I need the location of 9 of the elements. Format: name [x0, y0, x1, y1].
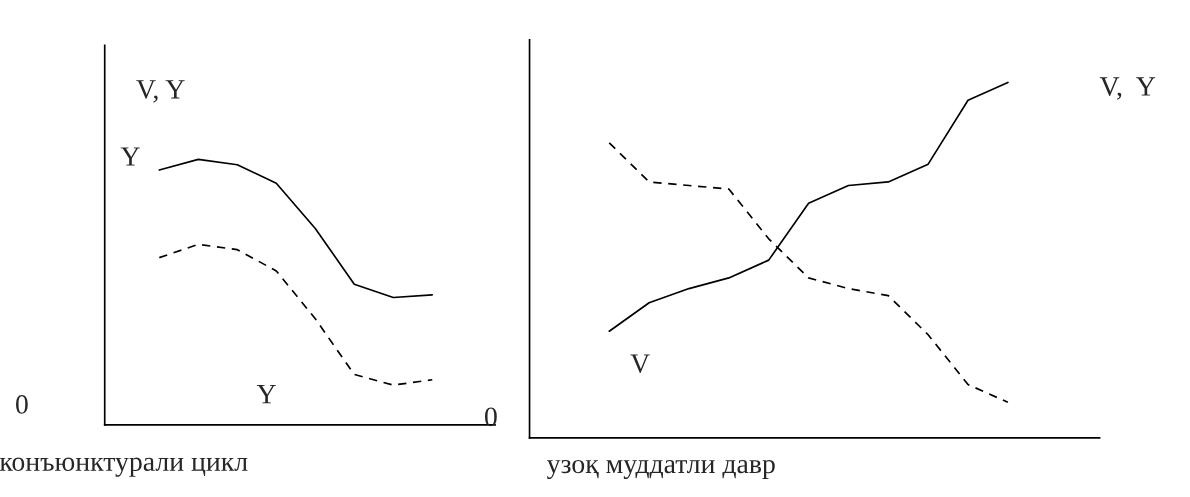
x-axis-title: конъюнктурали цикл — [0, 457, 248, 477]
text: 0 — [16, 395, 28, 414]
x-axis-title: узоқ муддатли давр — [546, 459, 775, 479]
y-axis-title: V, Y — [136, 80, 185, 103]
text: 0 — [485, 407, 497, 427]
text: Y — [256, 385, 276, 404]
series-label: Y — [120, 147, 140, 166]
y-axis-title: V, Y — [1099, 77, 1156, 100]
series-label: V — [630, 354, 650, 374]
